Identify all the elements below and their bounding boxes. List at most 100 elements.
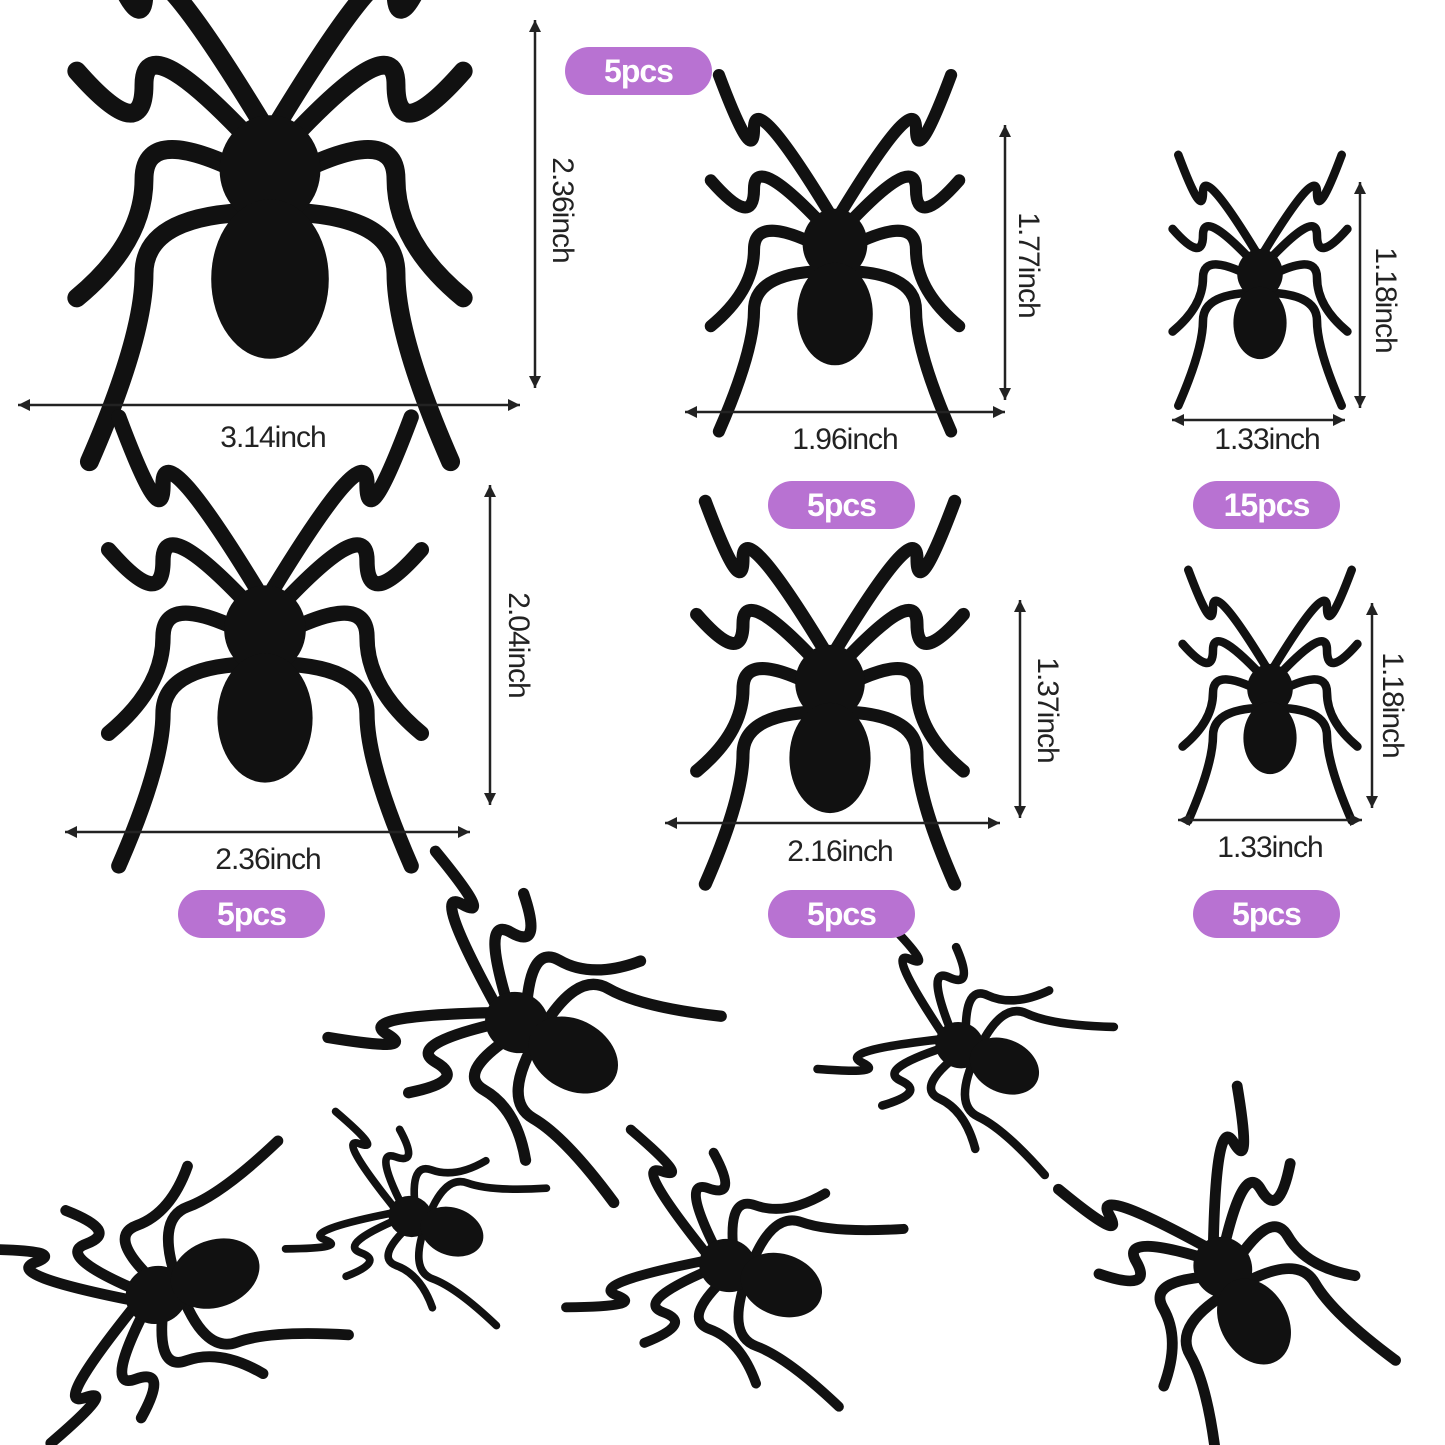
spider-abdomen <box>170 1238 260 1309</box>
spider-leg <box>704 224 842 333</box>
spider-leg <box>828 264 958 438</box>
spider-leg <box>1184 565 1275 678</box>
spider-leg <box>733 1268 844 1412</box>
spider-leg <box>422 1177 551 1227</box>
spider-leg <box>111 655 273 874</box>
spider-leg <box>111 409 273 611</box>
width-arrow-2 <box>685 406 1005 418</box>
width-label-2: 1.96inch <box>792 423 898 456</box>
spider-leg <box>1255 222 1352 275</box>
spider-leg <box>45 1296 144 1445</box>
spider-leg <box>1255 288 1346 410</box>
spider-leg <box>561 1254 717 1313</box>
spider-abdomen <box>789 702 871 814</box>
height-label-1: 2.36inch <box>546 157 579 263</box>
spider-leg <box>67 55 280 171</box>
width-arrow-5 <box>665 817 1000 829</box>
spider-cephalothorax <box>795 644 865 721</box>
width-label-4: 2.36inch <box>215 843 321 876</box>
spider-scatter-4 <box>0 1135 354 1445</box>
spider-leg <box>1222 1221 1361 1282</box>
spider-leg <box>173 1281 354 1350</box>
spider-cephalothorax <box>1237 248 1283 299</box>
height-arrow-1 <box>529 20 541 388</box>
spider-leg <box>260 0 422 146</box>
width-arrow-6 <box>1178 814 1362 826</box>
width-label-6: 1.33inch <box>1217 831 1323 864</box>
spider-leg <box>961 986 1054 1053</box>
spider-abdomen <box>797 262 873 366</box>
spider-leg <box>1174 150 1265 263</box>
spider-leg <box>79 202 280 472</box>
spider-leg <box>1178 637 1275 690</box>
spider-abdomen <box>1217 1278 1291 1365</box>
height-label-2: 1.77inch <box>1012 212 1045 318</box>
spider-leg <box>1184 703 1275 825</box>
spider-leg <box>690 603 837 684</box>
spider-leg <box>691 1147 731 1269</box>
spider-leg <box>156 1286 269 1380</box>
spider-leg <box>639 1259 729 1348</box>
quantity-badge-5: 5pcs <box>768 890 915 938</box>
quantity-badge-1: 5pcs <box>565 47 712 95</box>
width-label-5: 2.16inch <box>787 835 893 868</box>
spider-4 <box>100 409 430 874</box>
spider-scatter-2 <box>813 916 1119 1180</box>
height-label-6: 1.18inch <box>1376 652 1409 758</box>
spider-cephalothorax <box>802 208 868 279</box>
spider-leg <box>823 494 962 666</box>
spider-leg <box>1053 1183 1219 1257</box>
spider-leg <box>813 1034 951 1076</box>
spider-leg <box>1229 1263 1401 1366</box>
quantity-badge-3: 15pcs <box>1193 481 1340 529</box>
spider-leg <box>512 1029 620 1209</box>
spider-cephalothorax <box>224 585 306 674</box>
spider-leg <box>257 605 430 741</box>
spider-leg <box>281 1208 402 1253</box>
spider-leg <box>260 202 461 472</box>
width-arrow-4 <box>65 826 470 838</box>
spider-leg <box>1265 703 1356 825</box>
spider-leg <box>828 224 966 333</box>
spider-abdomen <box>217 653 313 783</box>
spider-leg <box>926 1044 980 1154</box>
spider-leg <box>690 662 837 778</box>
spider-leg <box>118 0 280 146</box>
spider-leg <box>382 1125 413 1220</box>
quantity-badge-2: 5pcs <box>768 481 915 529</box>
spider-leg <box>625 1124 717 1265</box>
spider-leg <box>533 978 727 1041</box>
spider-leg <box>331 1107 402 1216</box>
spider-leg <box>119 1160 193 1298</box>
spider-leg <box>116 1291 160 1424</box>
spider-6 <box>1178 565 1362 825</box>
height-label-5: 1.37inch <box>1031 657 1064 763</box>
spider-leg <box>1174 288 1265 410</box>
spider-leg <box>100 537 273 631</box>
spider-abdomen <box>1233 286 1287 360</box>
spider-leg <box>414 1218 501 1330</box>
spider-abdomen <box>211 199 329 359</box>
spider-leg <box>828 170 966 245</box>
spider-leg <box>823 662 970 778</box>
spider-leg <box>342 1211 412 1281</box>
spider-leg <box>1265 675 1362 751</box>
spider-leg <box>260 140 473 308</box>
spider-leg <box>1255 150 1346 263</box>
spider-leg <box>1168 260 1265 336</box>
spider-5 <box>690 494 970 891</box>
spider-leg <box>712 68 842 229</box>
spider-leg <box>698 705 837 891</box>
spider-leg <box>960 1048 1050 1180</box>
spider-leg <box>257 409 419 611</box>
spider-1 <box>67 0 473 472</box>
spider-leg <box>882 916 951 1044</box>
spider-scatter-6 <box>1053 1080 1401 1445</box>
spider-abdomen <box>1243 701 1297 775</box>
spider-leg <box>260 55 473 171</box>
spider-leg <box>1207 1080 1250 1257</box>
width-arrow-3 <box>1172 414 1345 426</box>
spider-abdomen <box>420 1206 484 1257</box>
spider-leg <box>257 537 430 631</box>
